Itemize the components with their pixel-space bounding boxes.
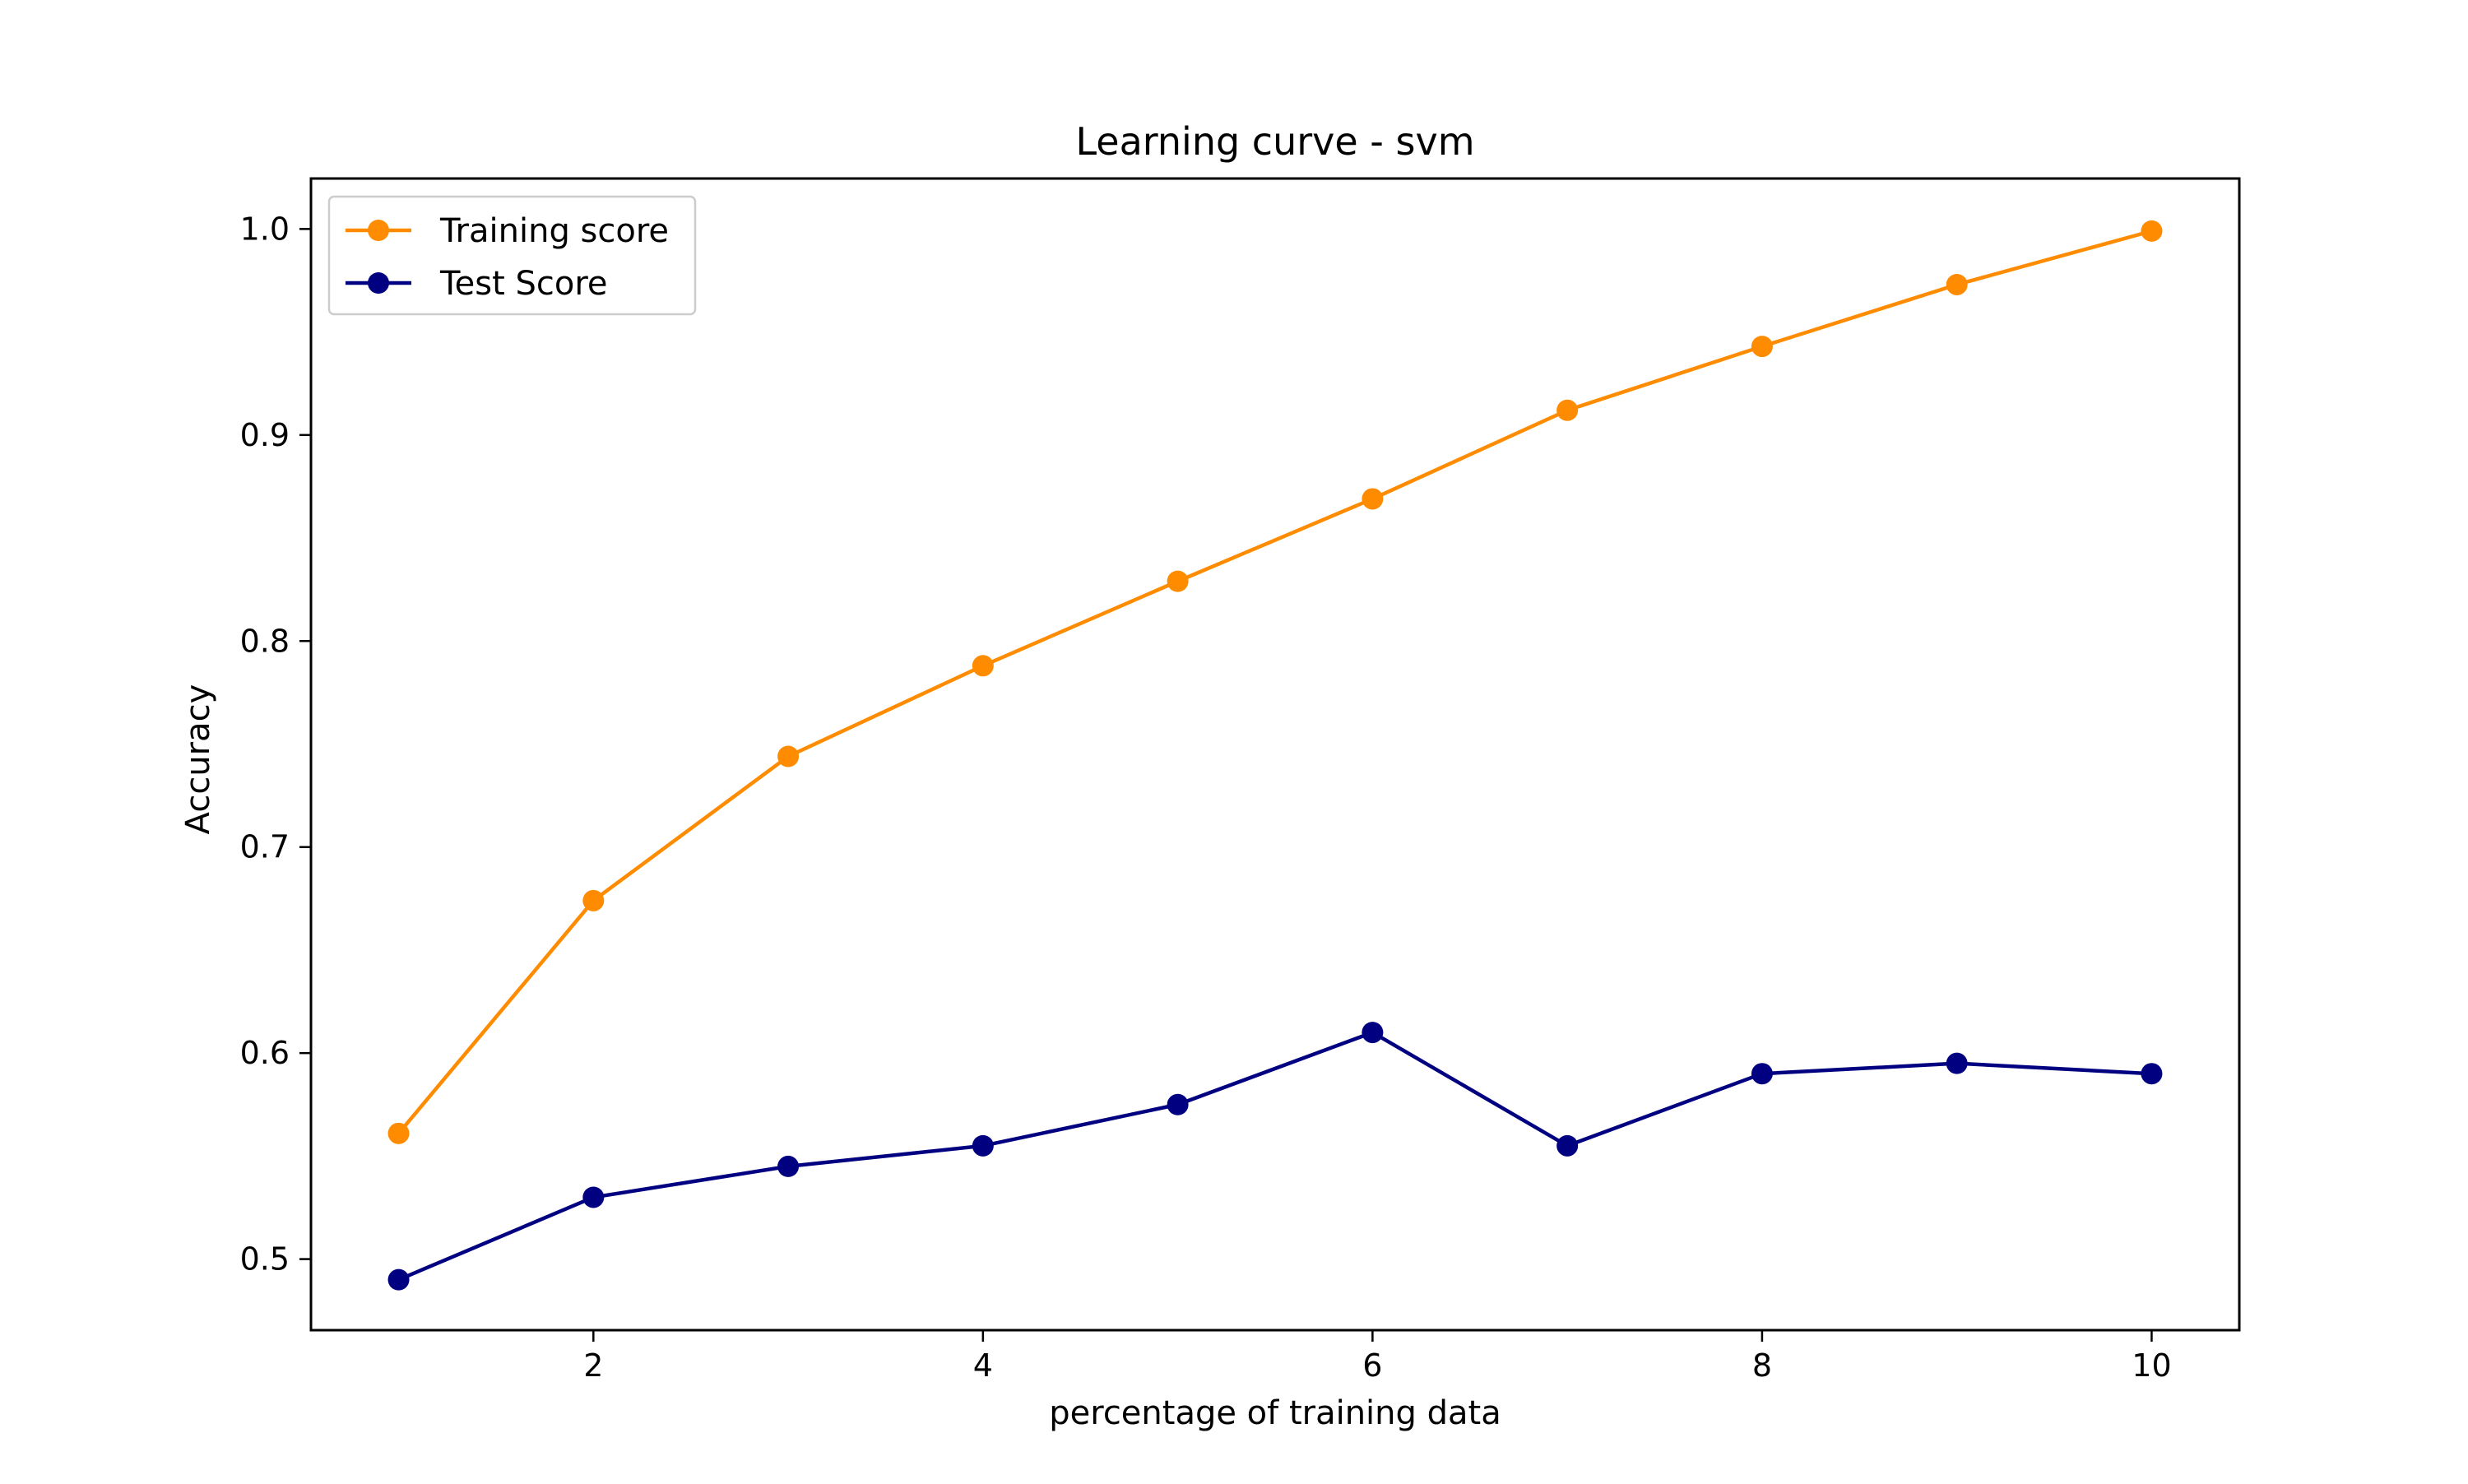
- legend-item: Test Score: [346, 265, 608, 303]
- legend-box: [327, 195, 697, 316]
- series-line: [397, 229, 2153, 1135]
- data-point: [1751, 1063, 1773, 1085]
- x-tick-label: 8: [1752, 1347, 1772, 1384]
- legend-item: Training score: [346, 212, 669, 250]
- x-axis: 2 4 6 8 10: [583, 1330, 2172, 1384]
- data-point: [777, 1155, 800, 1177]
- y-axis: 0.5 0.6 0.7 0.8 0.9 1.0: [240, 211, 311, 1278]
- data-point: [777, 745, 800, 768]
- data-point: [1362, 488, 1384, 510]
- data-point: [1946, 273, 1968, 295]
- x-tick-label: 6: [1362, 1347, 1382, 1384]
- data-point: [582, 889, 605, 911]
- data-point: [2141, 1063, 2163, 1085]
- data-point: [1167, 1093, 1189, 1115]
- data-point: [1556, 1134, 1579, 1157]
- series-1: [387, 1022, 2163, 1291]
- data-point: [1167, 570, 1189, 592]
- data-point: [387, 1268, 410, 1291]
- data-point: [387, 1122, 410, 1144]
- legend-marker: [368, 220, 389, 241]
- data-point: [1751, 336, 1773, 358]
- data-point: [1362, 1022, 1384, 1044]
- data-point: [972, 655, 994, 677]
- y-tick-label: 0.9: [240, 417, 290, 453]
- y-tick-label: 0.7: [240, 829, 290, 865]
- x-tick-label: 10: [2132, 1347, 2171, 1384]
- y-tick-label: 0.5: [240, 1241, 290, 1278]
- x-tick-label: 4: [973, 1347, 993, 1384]
- data-point: [582, 1186, 605, 1208]
- legend-marker: [368, 272, 389, 294]
- legend: Training score Test Score: [327, 195, 697, 316]
- data-point: [972, 1134, 994, 1157]
- series-line: [397, 1030, 2152, 1282]
- data-point: [1946, 1052, 1968, 1074]
- y-tick-label: 0.8: [240, 623, 290, 659]
- axes-frame: [309, 177, 2241, 1332]
- x-tick-label: 2: [583, 1347, 603, 1384]
- y-tick-label: 0.6: [240, 1035, 290, 1071]
- series-0: [387, 220, 2163, 1144]
- data-point: [2141, 220, 2163, 242]
- y-axis-label: Accuracy: [179, 684, 217, 835]
- legend-label: Test Score: [439, 265, 608, 303]
- data-point: [1556, 399, 1579, 421]
- x-axis-label: percentage of training data: [1049, 1394, 1501, 1432]
- chart-title: Learning curve - svm: [1075, 119, 1474, 164]
- y-tick-label: 1.0: [240, 211, 290, 247]
- plot-area: [387, 220, 2163, 1291]
- legend-label: Training score: [439, 212, 669, 250]
